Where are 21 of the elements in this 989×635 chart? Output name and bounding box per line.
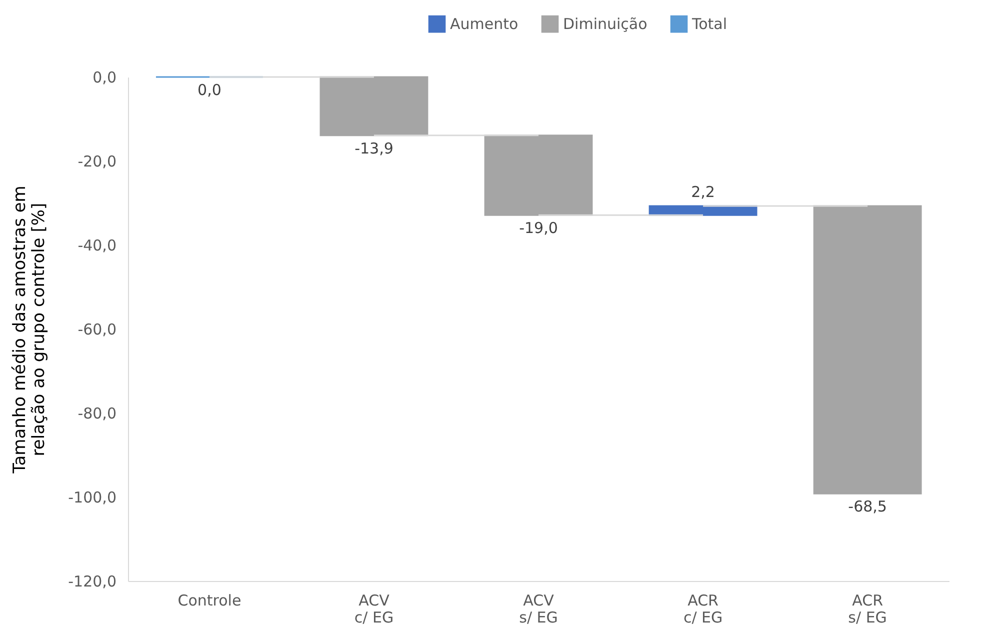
y-axis-title: Tamanho médio das amostras em relação ao grupo controle [%] <box>10 186 50 474</box>
y-tick-label: -40,0 <box>78 236 116 254</box>
data-label: -68,5 <box>848 498 887 516</box>
x-tick-label: Controle <box>178 592 242 610</box>
x-tick-label: ACR c/ EG <box>683 592 723 626</box>
y-tick-label: -100,0 <box>68 488 116 506</box>
data-label: -13,9 <box>354 139 394 158</box>
y-tick-label: -60,0 <box>78 320 116 338</box>
y-tick-label: -80,0 <box>78 404 116 422</box>
legend-label: Aumento <box>450 15 518 34</box>
data-label: -19,0 <box>519 219 558 238</box>
y-tick-label: 0,0 <box>92 68 116 86</box>
x-tick-label: ACV c/ EG <box>354 592 394 626</box>
legend-label: Total <box>691 15 728 34</box>
legend-label: Diminuição <box>563 15 648 34</box>
data-label: 2,2 <box>691 182 715 201</box>
x-tick-label: ACR s/ EG <box>848 592 887 626</box>
data-label: 0,0 <box>198 81 222 99</box>
y-tick-label: -120,0 <box>68 572 116 590</box>
y-tick-label: -20,0 <box>78 152 116 170</box>
x-tick-label: ACV s/ EG <box>519 592 558 626</box>
